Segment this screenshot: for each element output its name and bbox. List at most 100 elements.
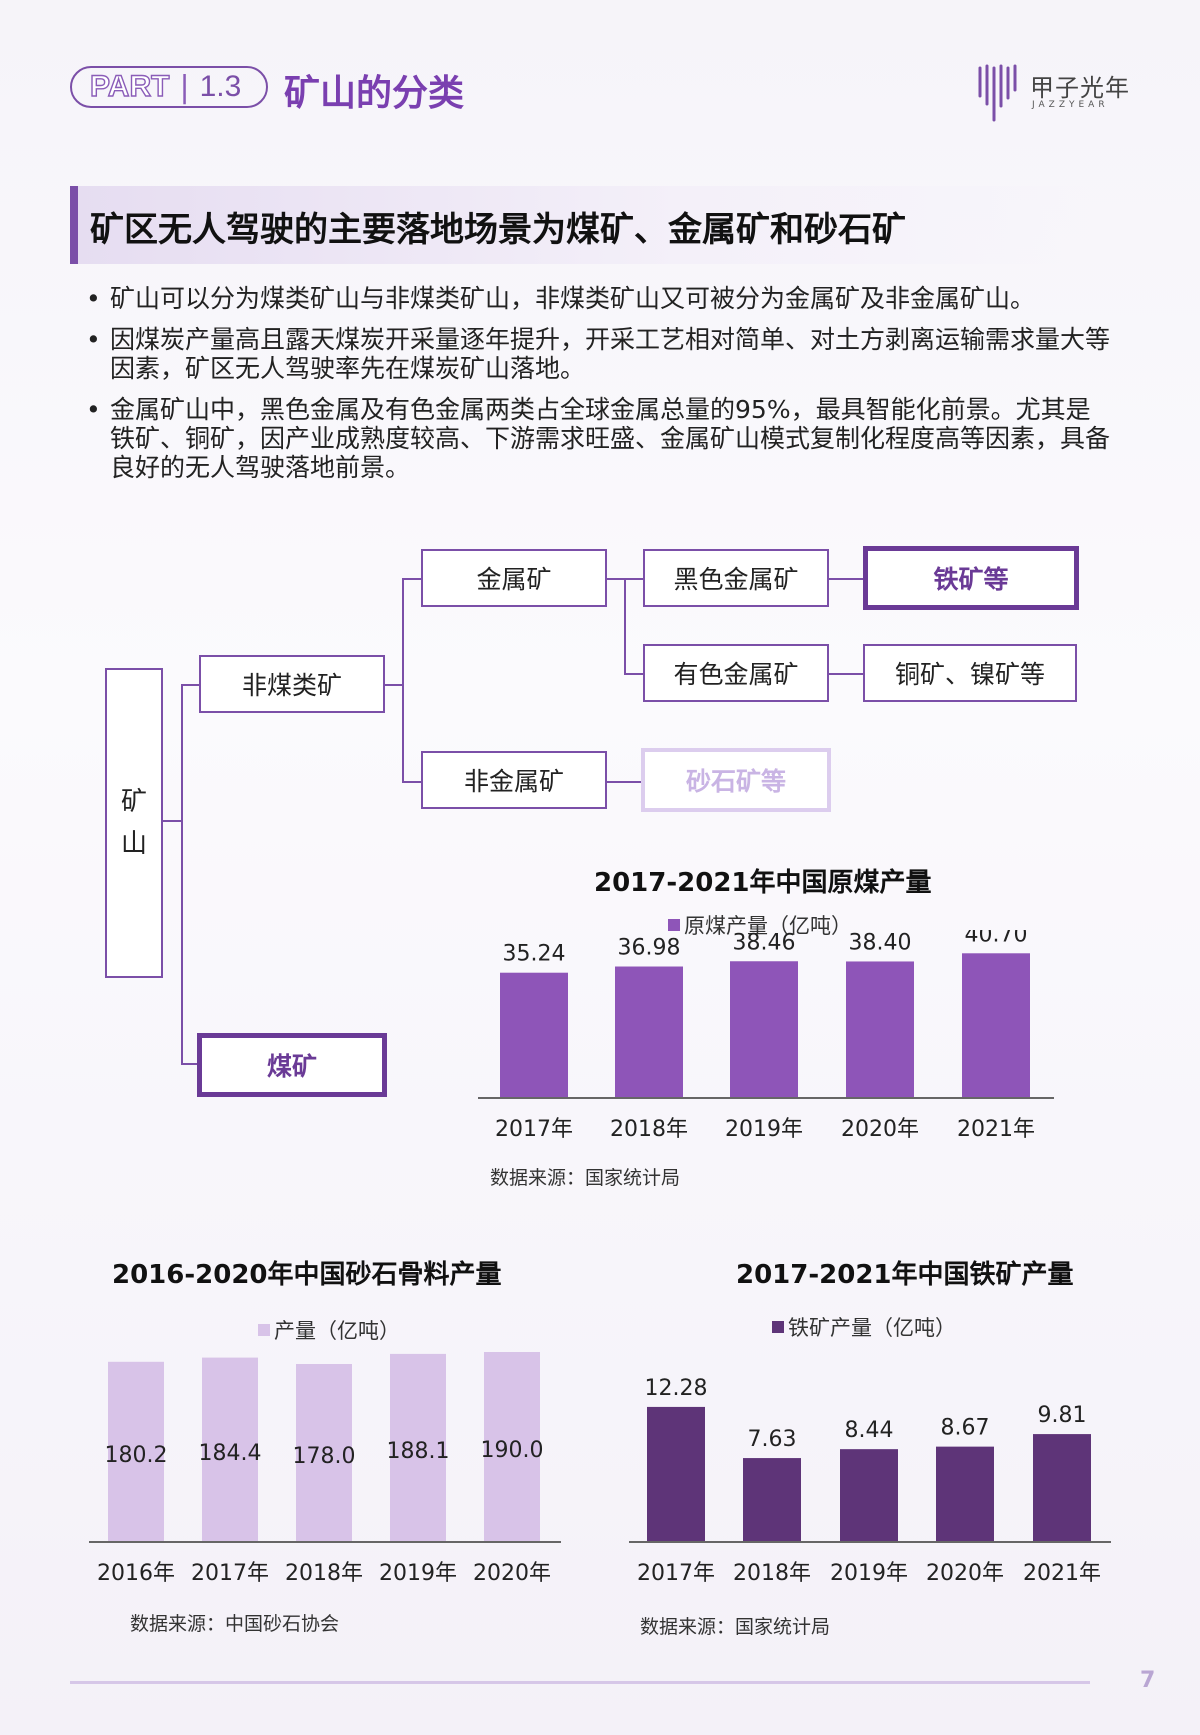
bullet-item: 金属矿山中，黑色金属及有色金属两类占全球金属总量的95%，最具智能化前景。尤其是…	[82, 395, 1112, 482]
category-label: 2016年	[97, 1561, 175, 1586]
tree-node-copper: 铜矿、镍矿等	[863, 644, 1077, 702]
section-heading-box	[70, 186, 1090, 264]
bar	[730, 961, 798, 1098]
chart-title-sand: 2016-2020年中国砂石骨料产量	[112, 1260, 502, 1290]
data-label: 7.63	[748, 1427, 797, 1452]
tree-node-metal: 金属矿	[421, 549, 607, 607]
bar	[202, 1357, 258, 1542]
category-label: 2021年	[957, 1117, 1035, 1142]
bullet-item: 矿山可以分为煤类矿山与非煤类矿山，非煤类矿山又可被分为金属矿及非金属矿山。	[82, 284, 1112, 313]
chart-source-iron: 数据来源：国家统计局	[640, 1616, 831, 1638]
category-label: 2017年	[495, 1117, 573, 1142]
legend-swatch	[258, 1324, 270, 1336]
bar	[743, 1458, 801, 1542]
logo-name-en: JAZZYEAR	[1032, 100, 1109, 110]
bar	[1033, 1434, 1091, 1542]
category-label: 2018年	[733, 1561, 811, 1586]
logo-bars-icon	[978, 64, 1017, 122]
tree-node-non-coal: 非煤类矿	[199, 655, 385, 713]
connector-line	[162, 820, 182, 822]
bar	[108, 1361, 164, 1542]
chart-iron: 12.28 2017年 7.63 2018年 8.44 2019年 8.67 2020年 9.8…	[629, 1376, 1111, 1586]
tree-node-mine-char: 矿	[120, 787, 147, 817]
bar	[500, 972, 568, 1098]
category-label: 2019年	[379, 1561, 457, 1586]
category-label: 2020年	[473, 1561, 551, 1586]
connector-line	[624, 578, 626, 674]
category-label: 2020年	[926, 1561, 1004, 1586]
legend-label: 原煤产量（亿吨）	[684, 914, 852, 938]
category-label: 2020年	[841, 1117, 919, 1142]
connector-line	[402, 578, 404, 782]
data-label: 188.1	[387, 1439, 450, 1464]
data-label: 8.67	[941, 1416, 990, 1441]
data-label: 36.98	[618, 936, 681, 961]
category-label: 2019年	[830, 1561, 908, 1586]
part-number: 1.3	[199, 70, 242, 103]
category-label: 2017年	[637, 1561, 715, 1586]
connector-line	[828, 673, 864, 675]
data-label: 35.24	[503, 942, 566, 967]
section-heading: 矿区无人驾驶的主要落地场景为煤矿、金属矿和砂石矿	[90, 210, 906, 250]
bullet-item: 因煤炭产量高且露天煤炭开采量逐年提升，开采工艺相对简单、对土方剥离运输需求量大等…	[82, 325, 1112, 383]
data-label: 184.4	[199, 1441, 262, 1466]
data-label: 38.40	[849, 930, 912, 955]
data-label: 178.0	[293, 1444, 356, 1469]
legend-swatch	[668, 919, 680, 931]
bullet-list: 矿山可以分为煤类矿山与非煤类矿山，非煤类矿山又可被分为金属矿及非金属矿山。 因煤…	[82, 284, 1112, 494]
category-label: 2018年	[610, 1117, 688, 1142]
tree-node-ferrous: 黑色金属矿	[643, 549, 829, 607]
connector-line	[624, 673, 644, 675]
chart-coal: 35.24 2017年 36.98 2018年 38.46 2019年 38.40 2020年…	[478, 930, 1054, 1142]
tree-node-sand: 砂石矿等	[641, 748, 831, 812]
category-label: 2019年	[725, 1117, 803, 1142]
chart-sand: 180.2 2016年 184.4 2017年 178.0 2018年 188.1 2019年…	[89, 1352, 561, 1586]
bar	[647, 1406, 705, 1542]
chart-legend-iron: 铁矿产量（亿吨）	[772, 1312, 956, 1342]
chart-title-coal: 2017-2021年中国原煤产量	[594, 868, 932, 898]
page-number: 7	[1140, 1668, 1156, 1693]
tree-node-mine: 矿 山	[105, 668, 163, 978]
chart-legend-coal: 原煤产量（亿吨）	[668, 910, 852, 940]
data-label: 190.0	[481, 1438, 544, 1463]
legend-label: 铁矿产量（亿吨）	[788, 1316, 956, 1340]
part-pill: PART | 1.3	[70, 66, 268, 108]
bar	[846, 961, 914, 1098]
connector-line	[828, 578, 864, 580]
chart-legend-sand: 产量（亿吨）	[258, 1315, 400, 1345]
tree-node-non-metal: 非金属矿	[421, 751, 607, 809]
category-label: 2018年	[285, 1561, 363, 1586]
bar	[615, 966, 683, 1098]
category-label: 2021年	[1023, 1561, 1101, 1586]
part-separator: |	[179, 69, 190, 105]
connector-line	[385, 684, 403, 686]
data-label: 180.2	[105, 1443, 168, 1468]
legend-label: 产量（亿吨）	[274, 1319, 400, 1343]
data-label: 40.70	[965, 930, 1028, 947]
data-label: 9.81	[1038, 1403, 1087, 1428]
footer-divider	[70, 1681, 1090, 1684]
tree-node-mine-char: 山	[120, 829, 147, 859]
connector-line	[402, 578, 422, 580]
data-label: 8.44	[845, 1418, 894, 1443]
page-title: 矿山的分类	[284, 73, 465, 114]
category-label: 2017年	[191, 1561, 269, 1586]
part-label: PART	[89, 69, 170, 103]
tree-node-iron: 铁矿等	[863, 546, 1079, 610]
legend-swatch	[772, 1321, 784, 1333]
tree-node-nonferrous: 有色金属矿	[643, 644, 829, 702]
chart-source-sand: 数据来源：中国砂石协会	[130, 1613, 340, 1635]
data-label: 38.46	[733, 930, 796, 955]
connector-line	[606, 781, 644, 783]
tree-node-coal: 煤矿	[197, 1033, 387, 1097]
connector-line	[181, 684, 199, 686]
logo-name: 甲子光年	[1030, 74, 1130, 102]
connector-line	[402, 781, 422, 783]
bar	[390, 1353, 446, 1542]
bar	[484, 1352, 540, 1542]
chart-title-iron: 2017-2021年中国铁矿产量	[736, 1260, 1074, 1290]
connector-line	[181, 1063, 199, 1065]
data-label: 12.28	[645, 1376, 708, 1401]
bar	[936, 1446, 994, 1542]
bar	[840, 1449, 898, 1542]
